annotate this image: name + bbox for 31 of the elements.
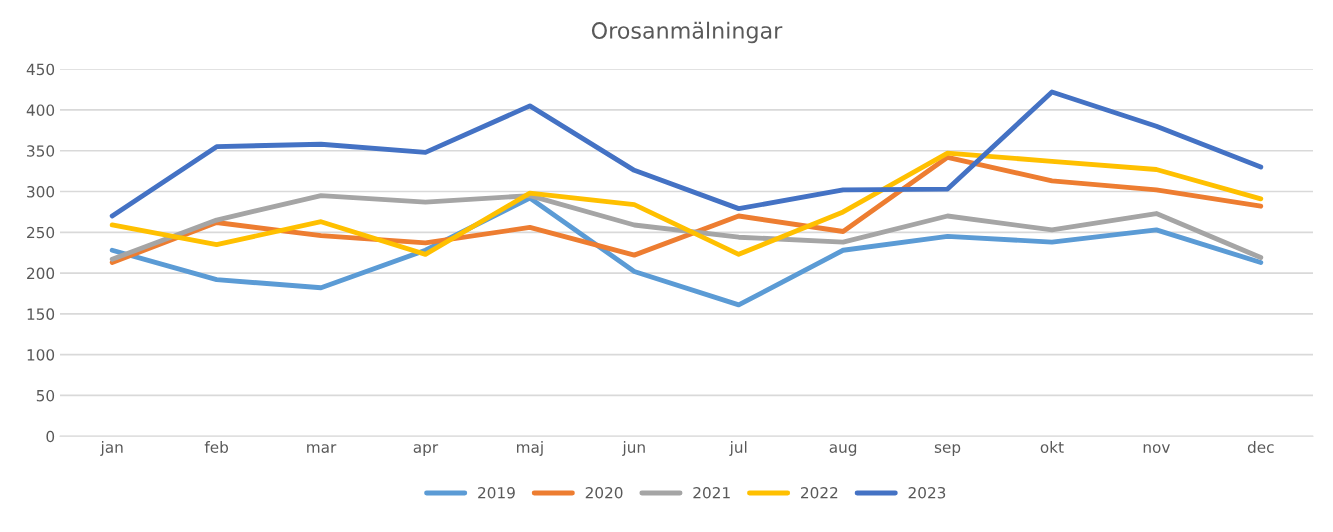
x-tick-label: maj (517, 441, 543, 456)
y-tick-label: 100 (27, 349, 55, 361)
x-tick-label: jan (100, 441, 123, 456)
x-tick-label: feb (204, 441, 229, 453)
legend-label: 2023 (908, 486, 946, 499)
x-tick-label: okt (1040, 441, 1064, 453)
x-tick-label: jun (622, 441, 645, 456)
y-tick-label: 50 (36, 389, 55, 402)
x-tick-label: mar (307, 444, 337, 453)
y-tick-label: 450 (26, 63, 55, 76)
x-tick-label: aug (829, 444, 857, 456)
legend-label: 2021 (693, 486, 730, 499)
x-tick-label: nov (1143, 444, 1170, 453)
x-tick-label: dec (1247, 441, 1274, 453)
line-series (109, 195, 1264, 308)
line-series (109, 89, 1264, 219)
legend-label: 2020 (585, 486, 623, 499)
legend-label: 2022 (801, 486, 838, 499)
y-tick-label: 250 (27, 226, 55, 239)
x-tick-label: sep (934, 444, 961, 456)
x-tick-label: apr (413, 444, 439, 456)
chart-title: Orosanmälningar (591, 21, 783, 44)
legend-label: 2019 (478, 486, 515, 499)
x-tick-label: jul (729, 441, 747, 456)
y-tick-label: 300 (27, 185, 55, 198)
y-tick-label: 200 (27, 267, 55, 280)
y-tick-label: 350 (27, 145, 55, 157)
y-tick-label: 400 (26, 104, 55, 116)
y-tick-label: 0 (46, 430, 55, 443)
y-tick-label: 150 (27, 308, 55, 320)
line-series (109, 193, 1264, 262)
